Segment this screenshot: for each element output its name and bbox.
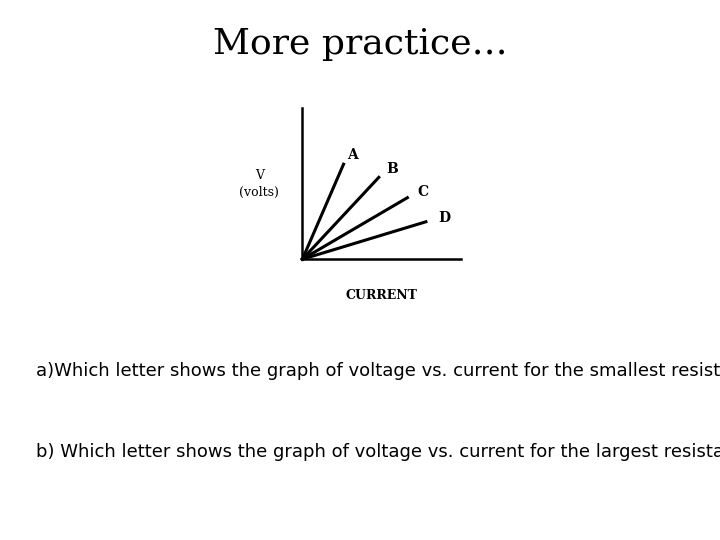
Text: b) Which letter shows the graph of voltage vs. current for the largest resistanc: b) Which letter shows the graph of volta… xyxy=(36,443,720,461)
Text: a)Which letter shows the graph of voltage vs. current for the smallest resistanc: a)Which letter shows the graph of voltag… xyxy=(36,362,720,380)
Text: More practice…: More practice… xyxy=(212,27,508,61)
Text: V
(volts): V (volts) xyxy=(239,168,279,199)
Text: C: C xyxy=(418,185,428,199)
Text: B: B xyxy=(386,163,398,177)
Text: A: A xyxy=(348,148,359,162)
Text: D: D xyxy=(438,211,450,225)
Text: CURRENT: CURRENT xyxy=(346,289,418,302)
